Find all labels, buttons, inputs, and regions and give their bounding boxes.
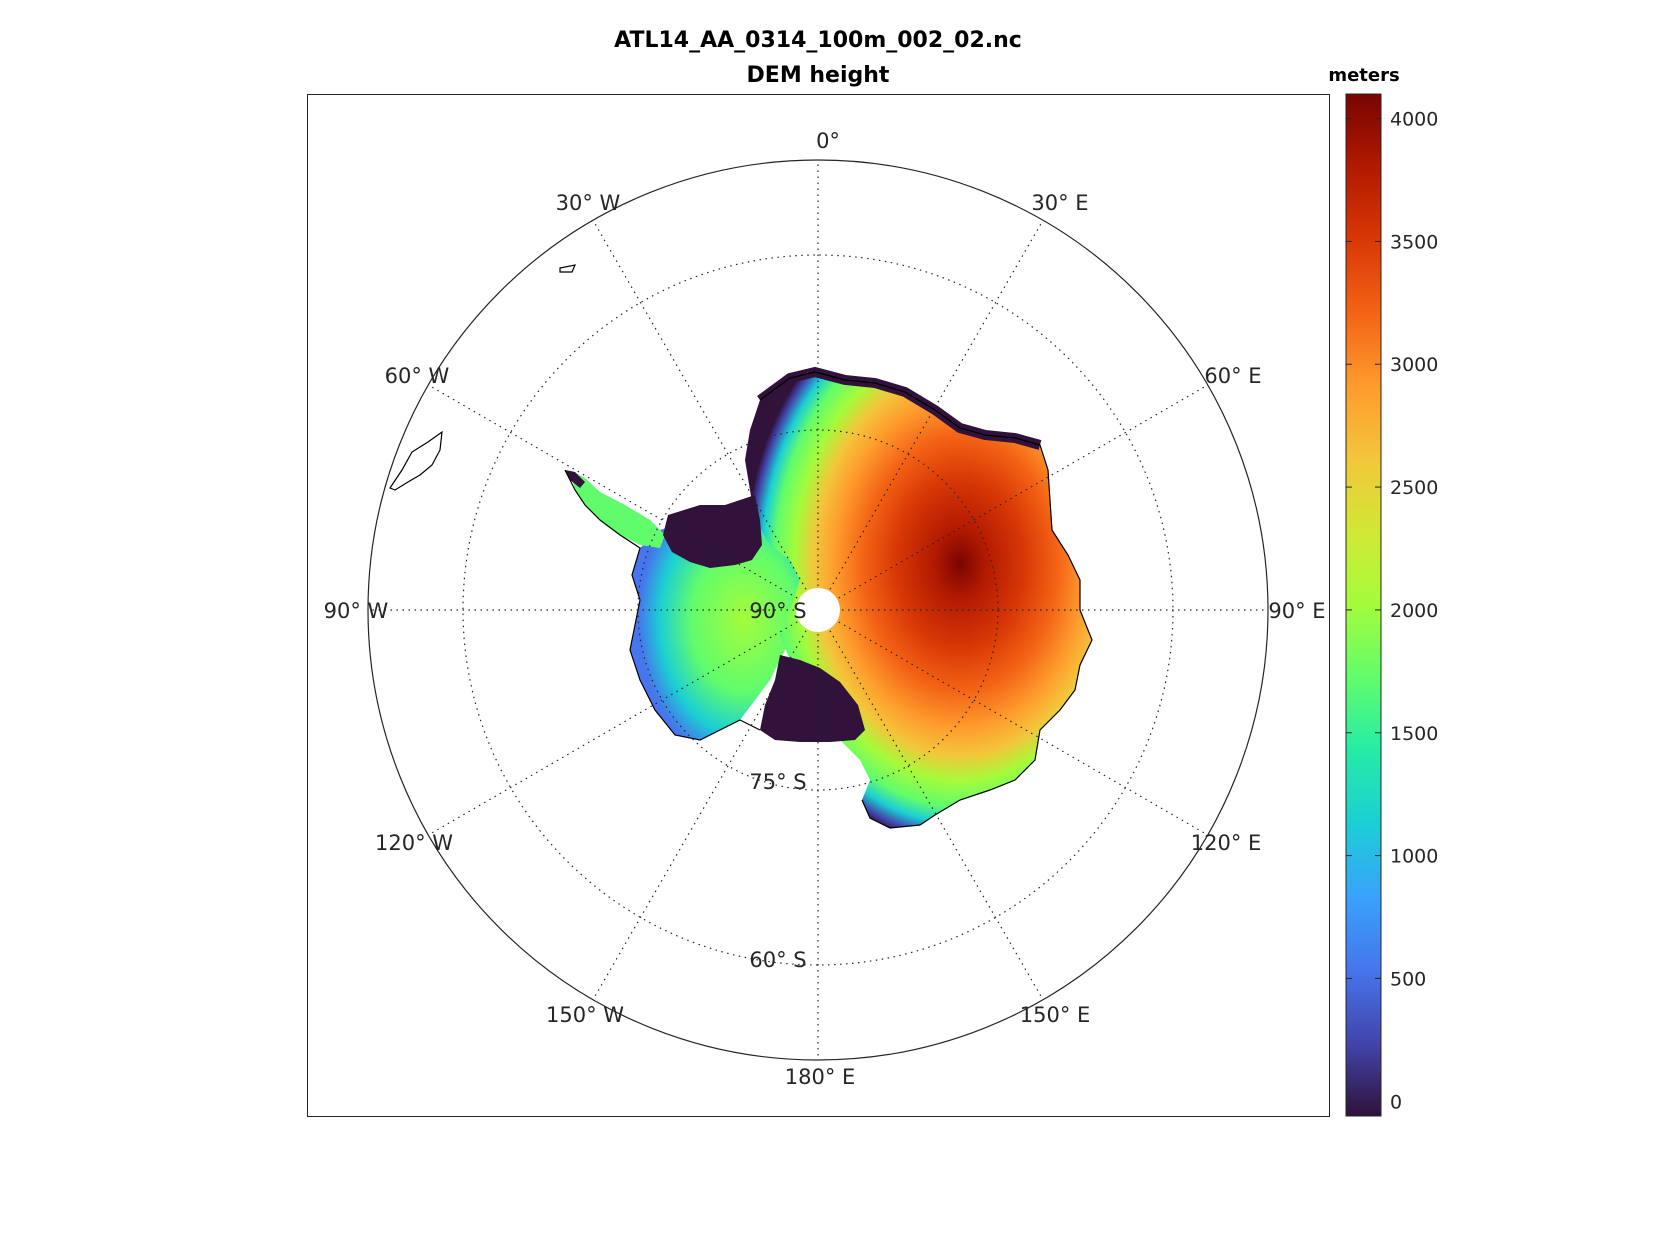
label-150e: 150° E [1020,1003,1091,1027]
colorbar-tick-label: 2000 [1390,600,1438,622]
colorbar-tick-label: 0 [1390,1091,1402,1113]
label-90s: 90° S [749,599,806,623]
label-90e: 90° E [1268,599,1325,623]
colorbar-tick-label: 3000 [1390,354,1438,376]
label-120w: 120° W [375,831,453,855]
label-30e: 30° E [1031,191,1088,215]
label-75s: 75° S [749,770,806,794]
label-120e: 120° E [1191,831,1262,855]
colorbar-tick-label: 2500 [1390,477,1438,499]
label-150w: 150° W [546,1003,624,1027]
colorbar-gradient [1346,94,1381,1116]
label-90w: 90° W [324,599,389,623]
figure-subtitle: DEM height [747,63,890,88]
label-60e: 60° E [1204,364,1261,388]
label-60s: 60° S [749,948,806,972]
colorbar-label: meters [1328,65,1399,86]
colorbar: meters 4000 3500 3000 2500 2000 1500 1000 500 0 [1328,65,1438,1116]
label-30w: 30° W [556,191,621,215]
label-180e: 180° E [785,1065,856,1089]
colorbar-tick-label: 500 [1390,968,1426,990]
colorbar-tick-label: 3500 [1390,231,1438,253]
colorbar-tick-label: 1500 [1390,723,1438,745]
colorbar-tick-label: 1000 [1390,846,1438,868]
label-60w: 60° W [385,364,450,388]
label-0: 0° [816,129,840,153]
colorbar-tick-label: 4000 [1390,109,1438,131]
figure-title: ATL14_AA_0314_100m_002_02.nc [614,28,1022,53]
